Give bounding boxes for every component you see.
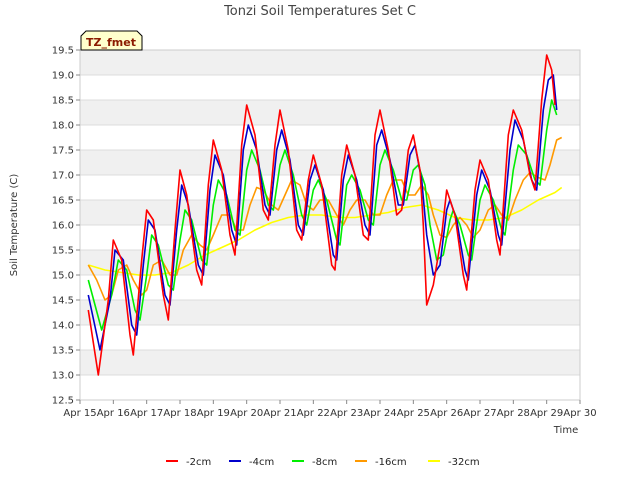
x-tick-label: Apr 21 bbox=[263, 408, 296, 419]
plot-band bbox=[80, 350, 580, 375]
plot-band bbox=[80, 125, 580, 150]
legend-label: -32cm bbox=[448, 457, 480, 468]
x-tick-label: Apr 24 bbox=[363, 408, 396, 419]
x-tick-label: Apr 16 bbox=[97, 408, 130, 419]
plot-band bbox=[80, 75, 580, 100]
plot-band bbox=[80, 175, 580, 200]
plot-band bbox=[80, 375, 580, 400]
y-tick-label: 15.0 bbox=[52, 271, 74, 282]
legend-label: -4cm bbox=[249, 457, 274, 468]
plot-band bbox=[80, 50, 580, 75]
x-tick-label: Apr 23 bbox=[330, 408, 363, 419]
y-axis: 12.5 13.0 13.5 14.0 14.5 15.0 15.5 16.0 16.5 17.0… bbox=[52, 46, 80, 407]
y-tick-label: 19.5 bbox=[52, 46, 74, 57]
x-axis: Apr 15 Apr 16 Apr 17 Apr 18 Apr 19 Apr 20 Apr … bbox=[63, 400, 597, 419]
y-tick-label: 16.5 bbox=[52, 196, 74, 207]
y-tick-label: 12.5 bbox=[52, 396, 74, 407]
y-tick-label: 19.0 bbox=[52, 71, 74, 82]
x-tick-label: Apr 15 bbox=[63, 408, 96, 419]
series-line-2cmcm bbox=[87, 54, 556, 376]
x-axis-title: Time bbox=[553, 425, 578, 436]
plot-band bbox=[80, 150, 580, 175]
y-tick-label: 17.0 bbox=[52, 171, 74, 182]
station-tag-box bbox=[80, 30, 143, 51]
legend-label: -16cm bbox=[375, 457, 407, 468]
x-tick-label: Apr 19 bbox=[197, 408, 230, 419]
series-line-4cmcm bbox=[87, 74, 558, 351]
y-tick-label: 14.5 bbox=[52, 296, 74, 307]
y-tick-label: 14.0 bbox=[52, 321, 74, 332]
x-tick-label: Apr 25 bbox=[397, 408, 430, 419]
x-tick-label: Apr 30 bbox=[563, 408, 596, 419]
y-tick-label: 16.0 bbox=[52, 221, 74, 232]
y-tick-label: 15.5 bbox=[52, 246, 74, 257]
y-tick-label: 13.5 bbox=[52, 346, 74, 357]
y-tick-label: 13.0 bbox=[52, 371, 74, 382]
y-tick-label: 18.5 bbox=[52, 96, 74, 107]
x-tick-label: Apr 22 bbox=[297, 408, 330, 419]
x-tick-label: Apr 28 bbox=[497, 408, 530, 419]
x-tick-label: Apr 17 bbox=[130, 408, 163, 419]
x-tick-label: Apr 29 bbox=[530, 408, 563, 419]
legend-label: -2cm bbox=[186, 457, 211, 468]
legend: -2cm -4cm -8cm -16cm -32cm bbox=[166, 457, 480, 468]
x-tick-label: Apr 20 bbox=[230, 408, 263, 419]
x-tick-label: Apr 27 bbox=[463, 408, 496, 419]
y-tick-label: 17.5 bbox=[52, 146, 74, 157]
y-axis-title: Soil Temperature (C) bbox=[9, 174, 20, 277]
plot-band bbox=[80, 325, 580, 350]
plot-band bbox=[80, 100, 580, 125]
y-tick-label: 18.0 bbox=[52, 121, 74, 132]
legend-label: -8cm bbox=[312, 457, 337, 468]
station-tag-label: TZ_fmet bbox=[86, 36, 136, 49]
chart-title: Tonzi Soil Temperatures Set C bbox=[223, 4, 416, 19]
series-lines bbox=[87, 54, 563, 376]
station-tag: TZ_fmet bbox=[80, 30, 143, 51]
x-tick-label: Apr 26 bbox=[430, 408, 463, 419]
plot-band bbox=[80, 275, 580, 300]
x-tick-label: Apr 18 bbox=[163, 408, 196, 419]
plot-band bbox=[80, 300, 580, 325]
